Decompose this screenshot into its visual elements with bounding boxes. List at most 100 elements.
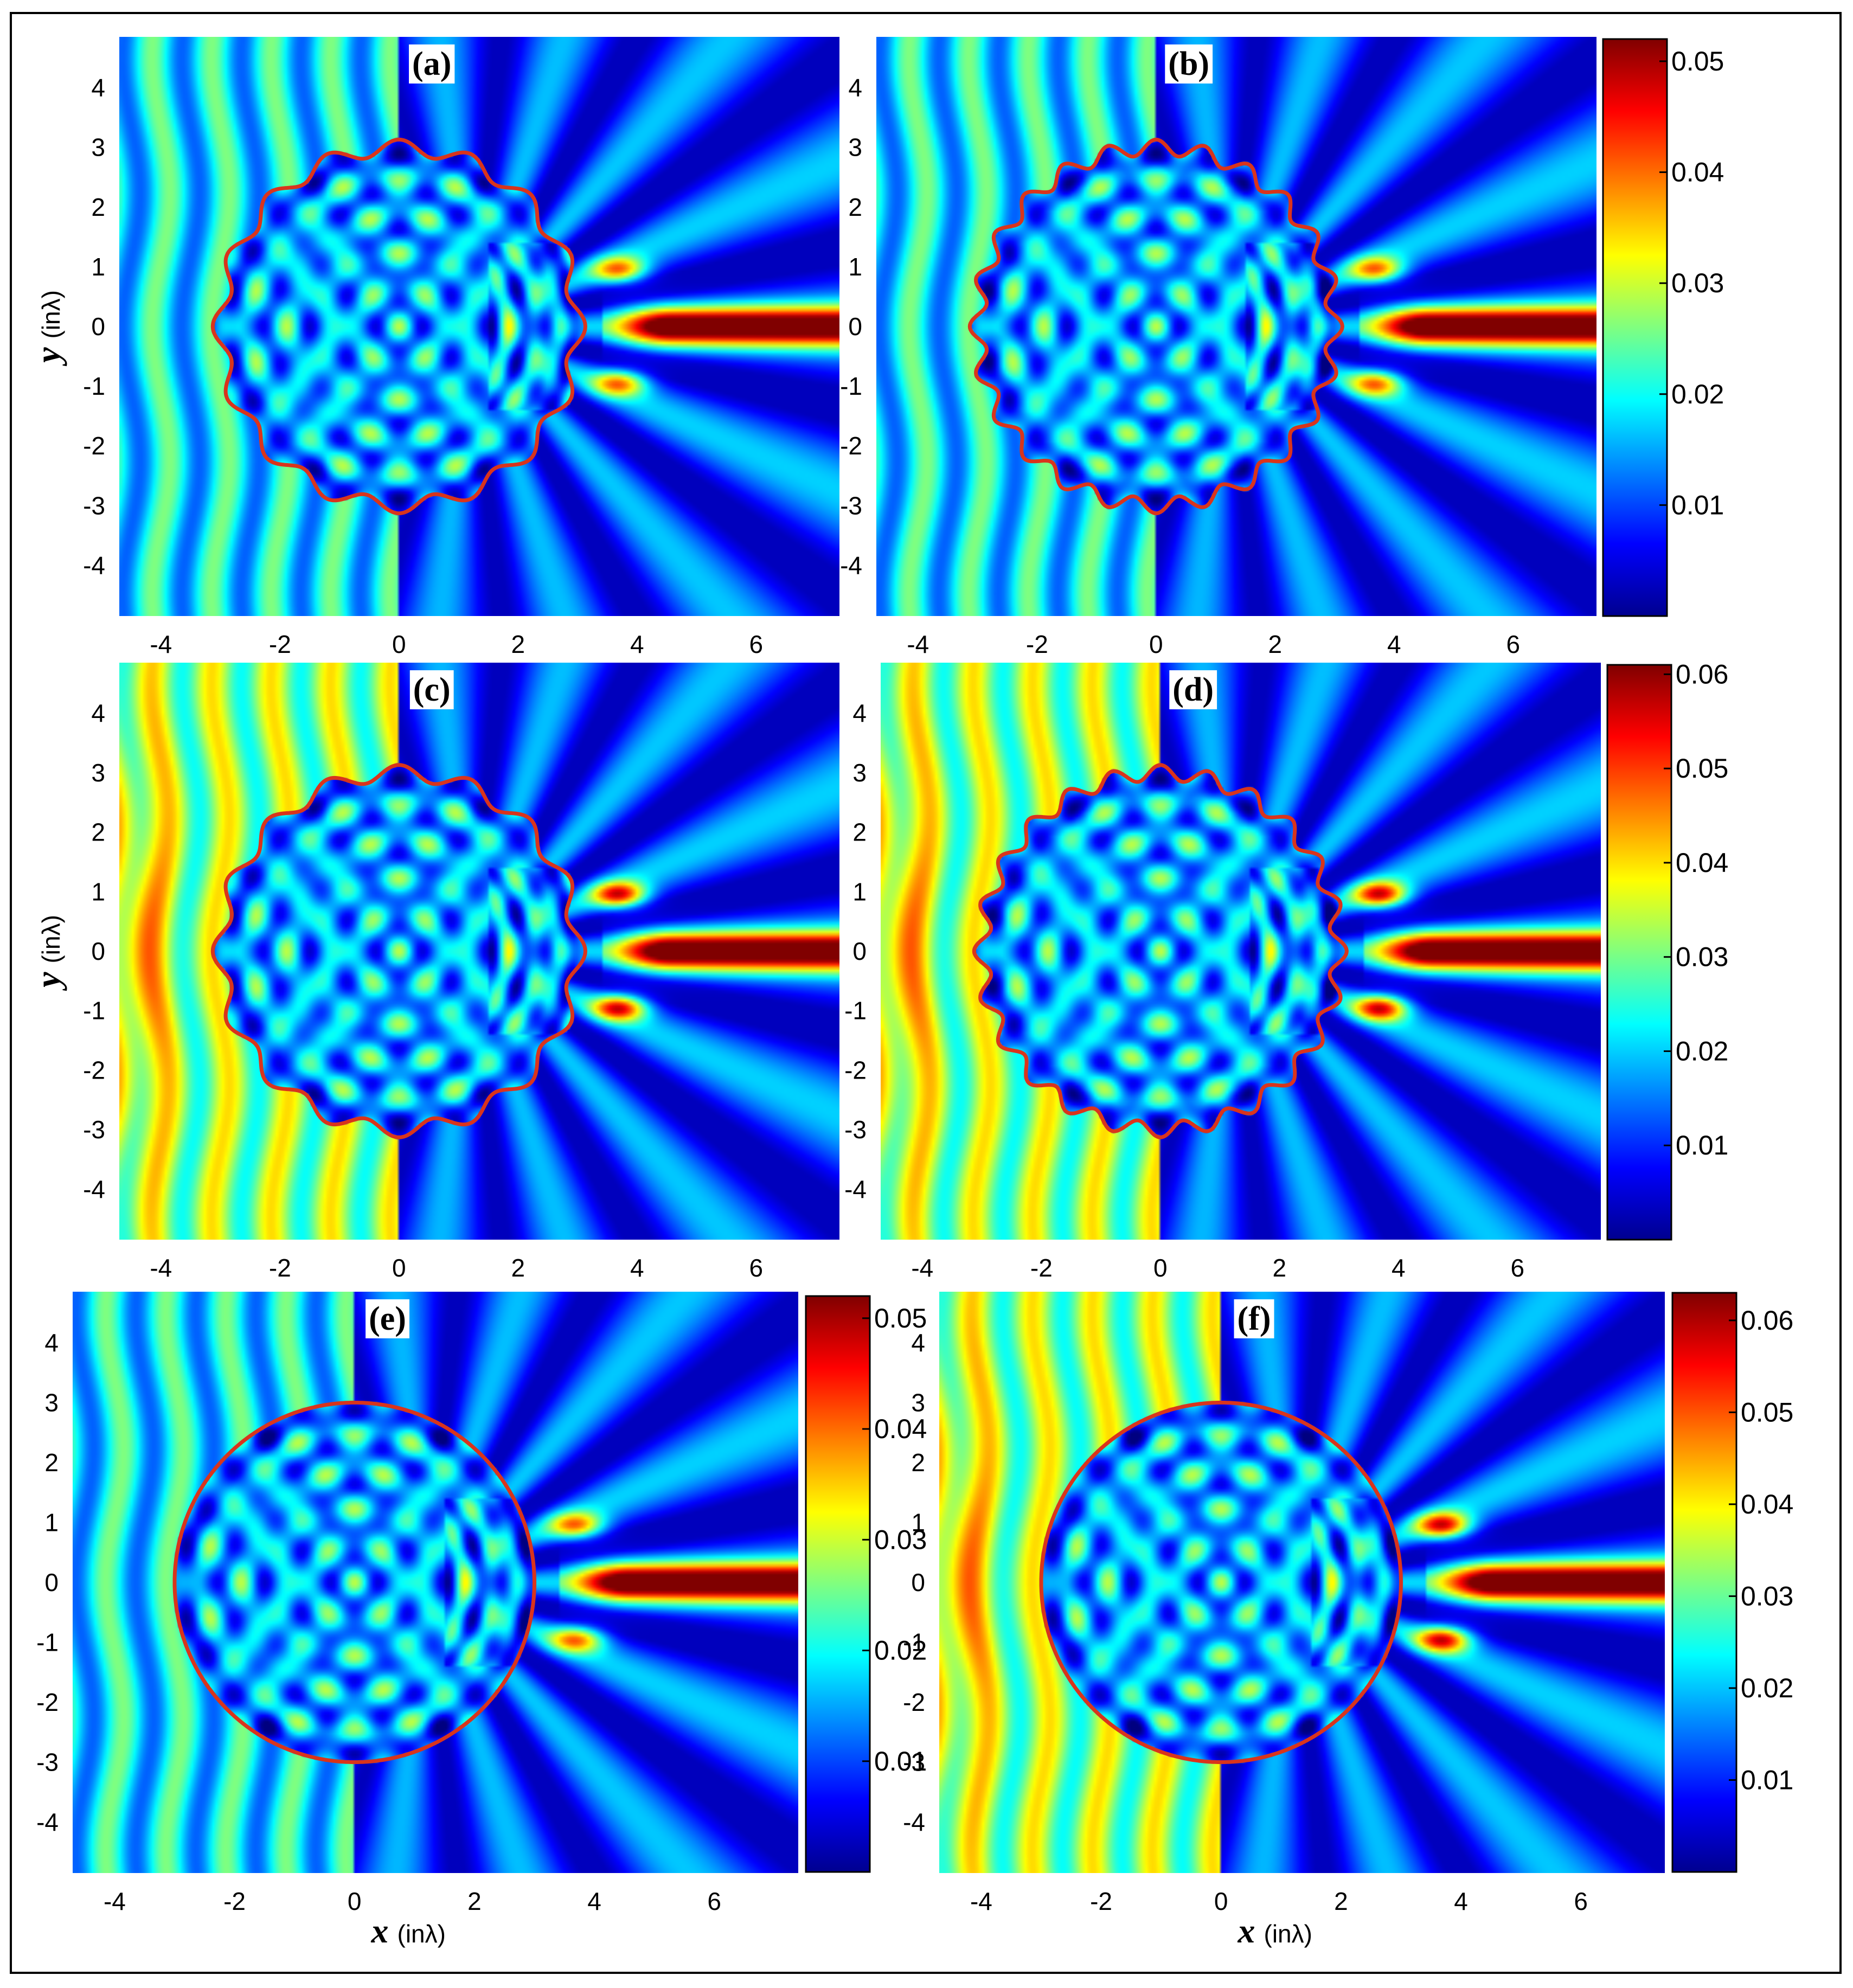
x-tick-label: 2 — [511, 630, 525, 658]
y-tick-label: 2 — [911, 1448, 925, 1477]
colorbar: 0.01 0.02 0.03 0.04 0.05 0.06 — [1606, 659, 1728, 1241]
y-tick-label: -2 — [844, 1056, 867, 1084]
y-axis-label: y (inλ) — [29, 290, 67, 367]
x-tick-label: -4 — [104, 1887, 126, 1915]
y-tick-label: -3 — [840, 491, 862, 520]
x-tick-label: -4 — [911, 1254, 933, 1282]
x-tick-label: 6 — [1511, 1254, 1525, 1282]
y-tick-label: 1 — [852, 877, 867, 906]
colorbar-tick-label: 0.05 — [874, 1303, 927, 1333]
panel-label: (f) — [1238, 1300, 1271, 1337]
panel-a: (a) -4 -2 0 2 4 6 -4 -3 -2 -1 0 1 2 3 4 y (inλ) — [29, 37, 839, 658]
y-tick-label: -1 — [36, 1628, 59, 1657]
y-axis-label: y (inλ) — [29, 915, 67, 991]
colorbar-tick-label: 0.03 — [1671, 268, 1724, 298]
y-tick-label: 3 — [848, 133, 862, 162]
colorbar-gradient — [1606, 664, 1672, 1241]
x-tick-label: -4 — [907, 630, 929, 658]
y-tick-label: -4 — [83, 551, 105, 579]
x-tick-label: 4 — [1387, 630, 1401, 658]
y-tick-label: -2 — [903, 1688, 925, 1716]
colorbar-tick-label: 0.01 — [1671, 490, 1724, 520]
colorbar-tick-label: 0.02 — [874, 1636, 927, 1666]
colorbar-tick-label: 0.02 — [1741, 1673, 1793, 1703]
x-tick-label: 4 — [630, 1254, 644, 1282]
scatterer-boundary — [210, 137, 587, 516]
scatterer-boundary — [172, 1401, 537, 1764]
scatterer-boundary — [967, 137, 1344, 516]
x-tick-label: 4 — [630, 630, 644, 658]
x-tick-label: -2 — [1026, 630, 1048, 658]
colorbar-tick-label: 0.04 — [1741, 1489, 1793, 1519]
field-heatmap — [881, 663, 1601, 1240]
y-tick-label: 1 — [91, 877, 105, 906]
y-tick-label: 2 — [848, 193, 862, 221]
panel-label-background — [1165, 44, 1213, 84]
panel-label: (b) — [1168, 46, 1209, 82]
y-tick-label: -2 — [83, 432, 105, 460]
panel-label: (a) — [412, 46, 451, 82]
x-axis-label: x (inλ) — [371, 1912, 446, 1950]
colorbar-tick-label: 0.01 — [1676, 1130, 1728, 1160]
y-tick-label: 1 — [848, 253, 862, 281]
y-tick-label: 2 — [44, 1448, 59, 1477]
y-tick-label: -2 — [36, 1688, 59, 1716]
x-axis-label: x (inλ) — [1238, 1912, 1312, 1950]
x-tick-label: 0 — [1153, 1254, 1168, 1282]
x-tick-label: 2 — [467, 1887, 482, 1915]
colorbar-tick-label: 0.02 — [1671, 379, 1724, 409]
figure-frame — [10, 12, 1842, 1974]
x-tick-label: 6 — [707, 1887, 721, 1915]
x-tick-label: 2 — [1273, 1254, 1287, 1282]
x-tick-label: 0 — [392, 630, 406, 658]
x-tick-label: -2 — [1090, 1887, 1112, 1915]
panel-c: (c) -4 -2 0 2 4 6 -4 -3 -2 -1 0 1 2 3 4 y (inλ) — [29, 663, 839, 1282]
panel-label-background — [366, 1299, 409, 1338]
y-tick-label: 2 — [852, 818, 867, 846]
y-tick-label: 1 — [911, 1508, 925, 1536]
scatterer-boundary — [1039, 1401, 1403, 1764]
x-tick-label: 0 — [1149, 630, 1163, 658]
y-tick-label: 0 — [91, 937, 105, 965]
panel-label: (d) — [1172, 671, 1214, 708]
colorbar: 0.01 0.02 0.03 0.04 0.05 — [805, 1295, 927, 1873]
x-tick-label: 2 — [1334, 1887, 1348, 1915]
x-tick-label: 6 — [749, 630, 764, 658]
y-tick-label: 1 — [91, 253, 105, 281]
field-heatmap — [73, 1292, 798, 1873]
y-tick-label: -4 — [83, 1175, 105, 1203]
colorbar-tick-label: 0.03 — [874, 1524, 927, 1555]
x-tick-label: -2 — [269, 630, 291, 658]
colorbar-tick-label: 0.01 — [874, 1746, 927, 1777]
y-tick-label: 0 — [911, 1568, 925, 1596]
panel-label-background — [1169, 670, 1217, 709]
y-tick-label: 3 — [91, 759, 105, 787]
panel-label: (e) — [369, 1300, 406, 1337]
colorbar-tick-label: 0.01 — [1741, 1765, 1793, 1795]
x-tick-label: -4 — [150, 1254, 172, 1282]
y-tick-label: 4 — [44, 1329, 59, 1357]
y-tick-label: -4 — [903, 1808, 925, 1836]
colorbar-tick-label: 0.04 — [874, 1414, 927, 1444]
colorbar-tick-label: 0.06 — [1741, 1305, 1793, 1336]
field-heatmap — [939, 1292, 1665, 1873]
x-tick-label: 0 — [348, 1887, 362, 1915]
x-tick-label: -4 — [150, 630, 172, 658]
colorbar-gradient — [1671, 1292, 1737, 1873]
y-tick-label: -3 — [36, 1748, 59, 1777]
y-tick-label: -4 — [36, 1808, 59, 1836]
y-tick-label: 3 — [911, 1388, 925, 1416]
x-tick-label: 4 — [1454, 1887, 1468, 1915]
x-tick-label: 4 — [587, 1887, 601, 1915]
y-tick-label: 3 — [852, 759, 867, 787]
colorbar-tick-label: 0.05 — [1741, 1397, 1793, 1427]
y-tick-label: 0 — [848, 312, 862, 341]
y-tick-label: -3 — [83, 1115, 105, 1144]
y-tick-label: 0 — [44, 1568, 59, 1596]
x-tick-label: -2 — [269, 1254, 291, 1282]
y-tick-label: -2 — [83, 1056, 105, 1084]
field-heatmap — [876, 37, 1596, 616]
colorbar-tick-label: 0.04 — [1671, 157, 1724, 188]
